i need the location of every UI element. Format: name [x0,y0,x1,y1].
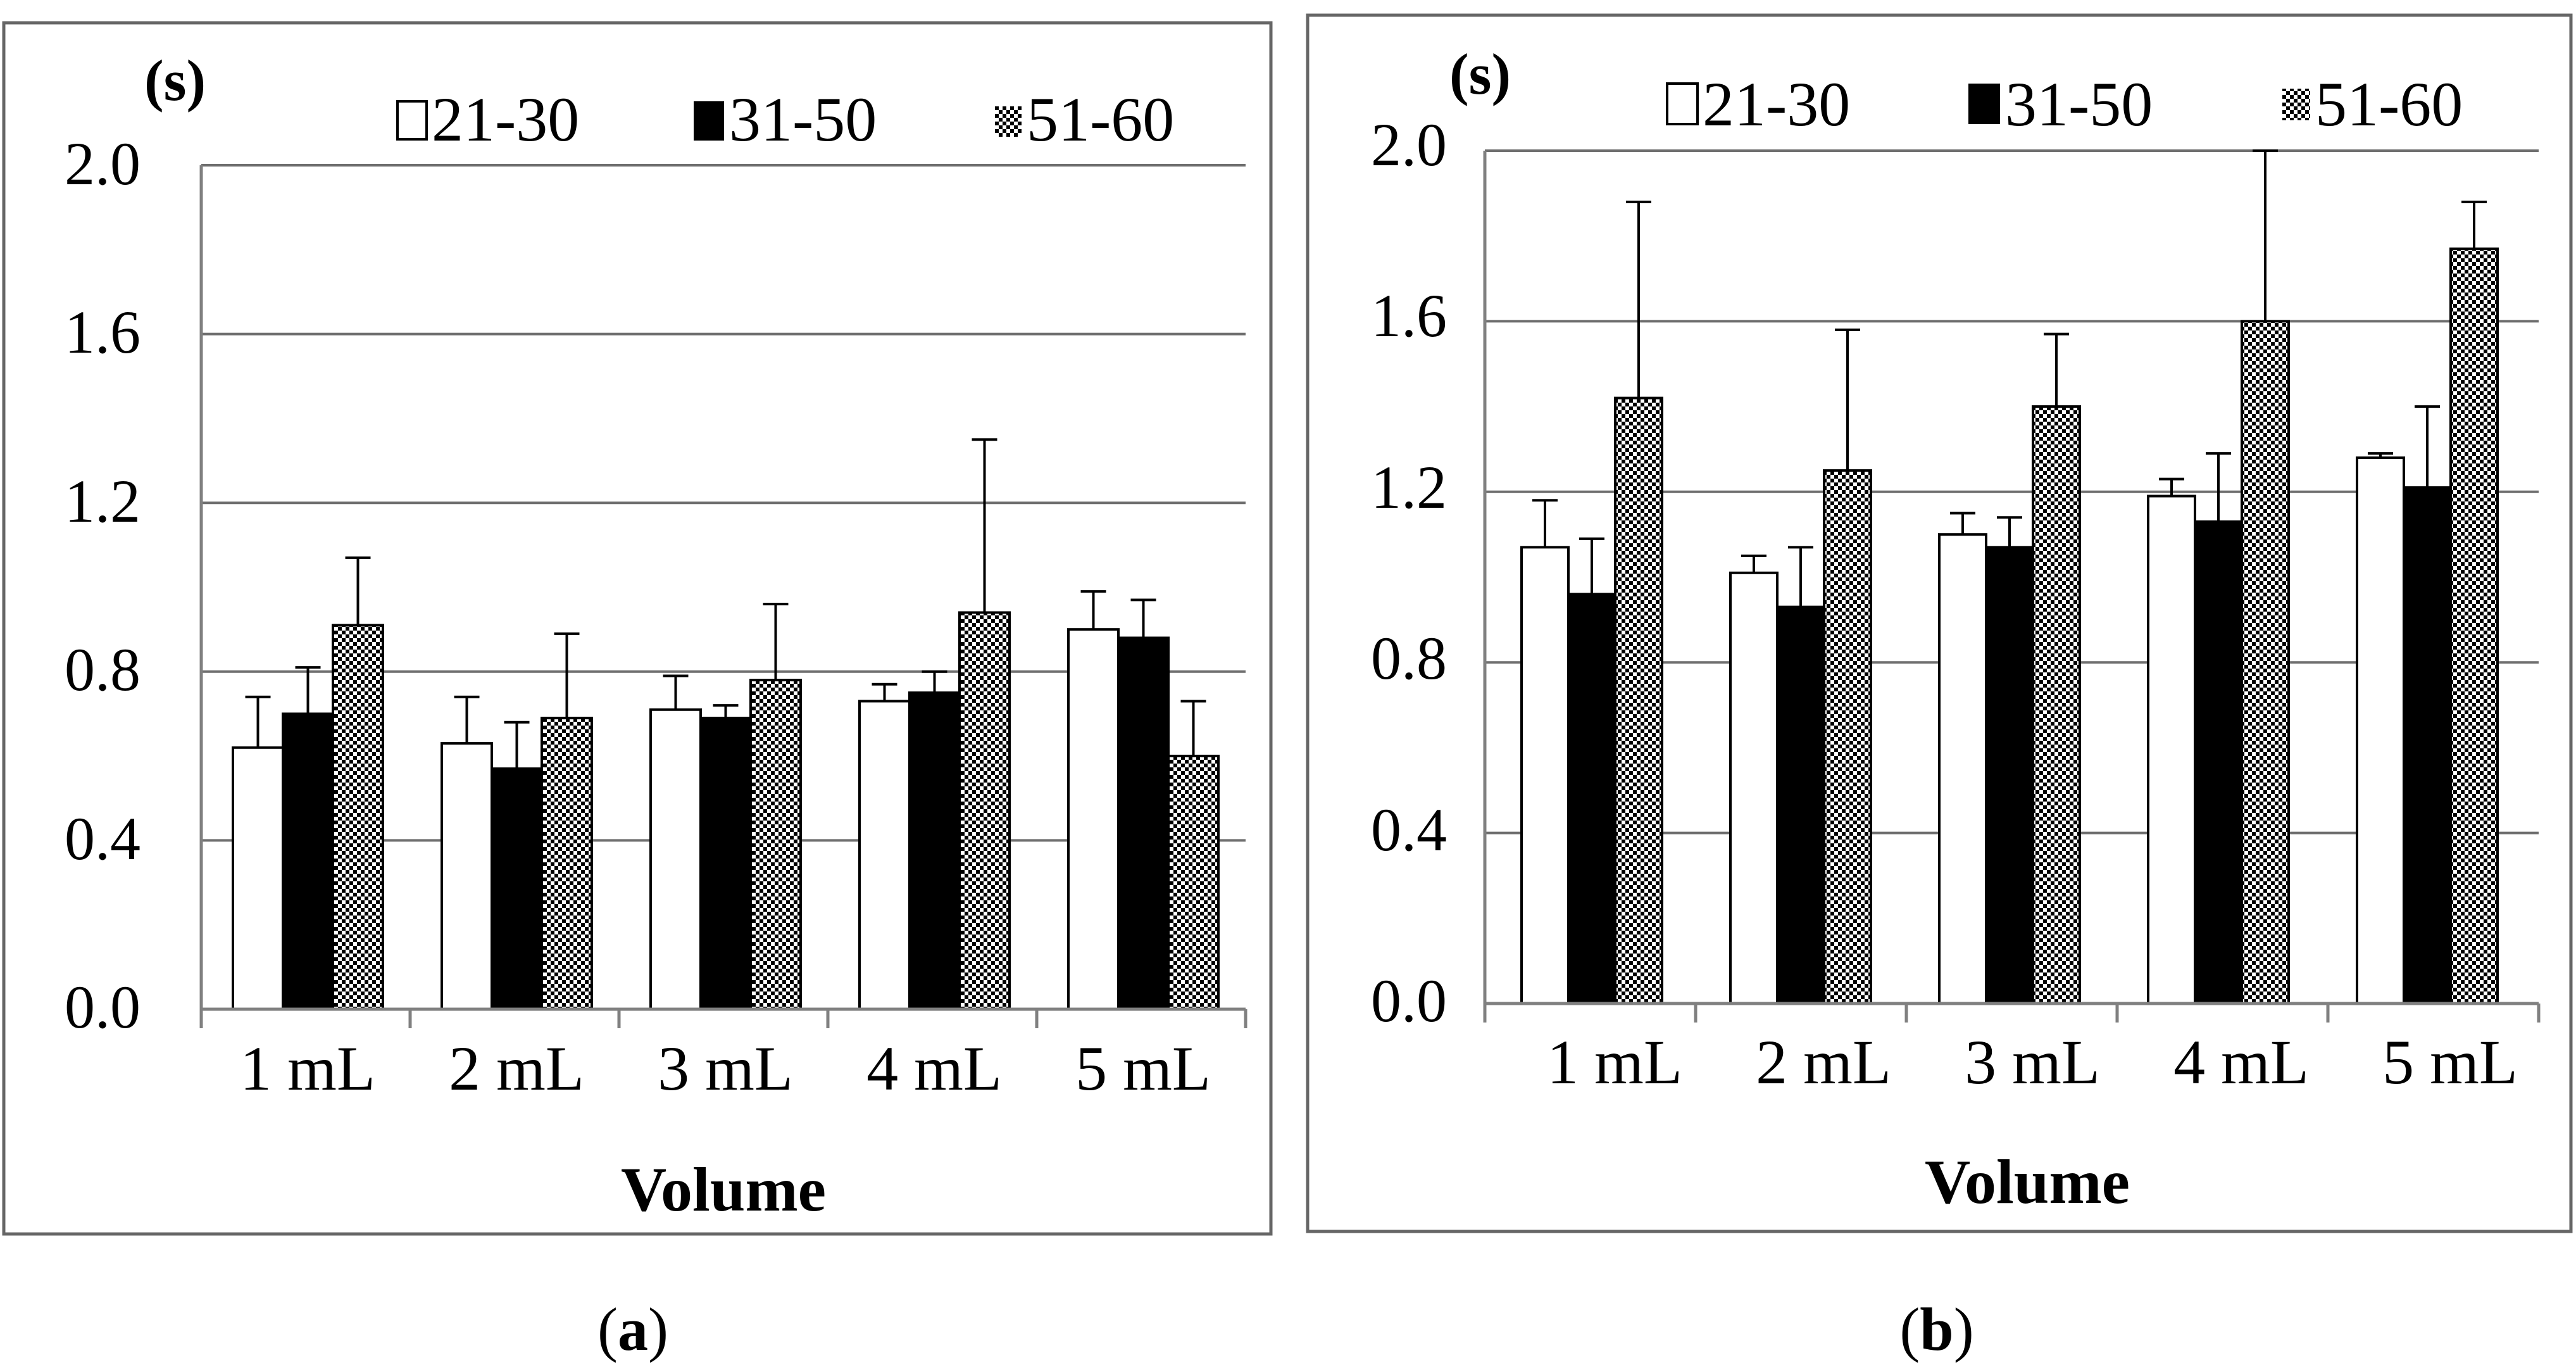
x-tick-label: 1 mL [1547,1027,1682,1097]
bar-21-30 [1729,571,1779,1005]
y-tick-label: 0.8 [65,636,141,703]
y-tick-label: 0.0 [1371,967,1447,1035]
x-tick-label: 4 mL [866,1033,1002,1104]
y-tick-label: 1.6 [1371,282,1447,349]
bar-21-30 [1938,533,1987,1005]
legend-label-51-60: 51-60 [1027,84,1174,154]
panel-frame [1306,13,2573,1233]
panel-label-b: (b) [1899,1295,1973,1363]
legend-item-31-50: 31-50 [1968,69,2153,139]
legend-item-21-30: 21-30 [396,84,579,154]
bar-31-50 [1567,593,1616,1005]
bar-51-60 [1614,396,1663,1005]
bar-51-60 [958,611,1011,1010]
legend-label-31-50: 31-50 [2005,69,2153,139]
bar-21-30 [1520,546,1570,1005]
y-tick-label: 1.2 [1371,453,1447,521]
y-unit-label: (s) [1449,42,1511,106]
bar-51-60 [2449,247,2499,1005]
bar-51-60 [541,717,593,1010]
bar-51-60 [2241,320,2290,1005]
axes [199,165,1247,1028]
bar-21-30 [2147,494,2196,1005]
legend-label-21-30: 21-30 [1703,69,1850,139]
x-tick-label: 3 mL [658,1033,793,1104]
y-tick-labels: 0.0 0.4 0.8 1.2 1.6 2.0 [65,130,141,1041]
bar-21-30 [232,746,284,1011]
y-tick-label: 0.4 [1371,796,1447,864]
bar-21-30 [1067,628,1120,1010]
legend-swatch-51-60 [995,106,1022,137]
x-tick-label: 3 mL [1965,1027,2100,1097]
bars [1520,149,2499,1005]
legend-swatch-21-30 [396,100,428,141]
bar-31-50 [699,717,752,1010]
bar-31-50 [282,712,334,1010]
y-tick-label: 0.0 [65,973,141,1041]
legend: 21-30 31-50 51-60 [396,84,1174,154]
bar-21-30 [858,700,911,1010]
y-tick-label: 0.4 [65,805,141,872]
legend-item-51-60: 51-60 [2282,69,2463,139]
legend-item-31-50: 31-50 [694,84,877,154]
bar-21-30 [649,708,702,1011]
bar-51-60 [1167,755,1220,1010]
chart-panel-a: (s) 21-30 31-50 51-60 0.0 0.4 0.8 1.2 1.… [2,21,1273,1236]
x-axis-title: Volume [1925,1147,2130,1217]
legend-item-21-30: 21-30 [1666,69,1850,139]
x-tick-label: 2 mL [1756,1027,1891,1097]
bar-31-50 [491,767,543,1010]
x-tick-label: 5 mL [1075,1033,1211,1104]
legend-item-51-60: 51-60 [995,84,1174,154]
legend-label-51-60: 51-60 [2315,69,2463,139]
chart-panel-b: (s) 21-30 31-50 51-60 0.0 0.4 0.8 1.2 1.… [1306,13,2573,1233]
panel-letter-a: a [618,1295,648,1363]
bar-31-50 [1117,636,1170,1010]
x-tick-label: 1 mL [240,1033,375,1104]
y-tick-label: 2.0 [1371,111,1447,179]
legend-swatch-31-50 [1968,84,2000,124]
legend-label-21-30: 21-30 [432,84,579,154]
bar-51-60 [749,679,802,1010]
axes [1483,151,2541,1023]
legend-swatch-51-60 [2282,89,2310,120]
bar-21-30 [441,742,493,1010]
bars [232,438,1220,1011]
y-tick-label: 2.0 [65,130,141,198]
legend-label-31-50: 31-50 [729,84,877,154]
bar-31-50 [908,691,961,1010]
bar-51-60 [1823,469,1872,1005]
bar-51-60 [2032,405,2081,1005]
x-tick-labels: 1 mL 2 mL 3 mL 4 mL 5 mL [240,1033,1211,1104]
x-tick-label: 5 mL [2382,1027,2518,1097]
x-axis-title: Volume [621,1154,826,1224]
bar-31-50 [1776,605,1825,1005]
y-tick-labels: 0.0 0.4 0.8 1.2 1.6 2.0 [1371,111,1447,1035]
y-tick-label: 1.2 [65,467,141,535]
bar-31-50 [2403,486,2452,1005]
legend-swatch-31-50 [694,101,724,141]
y-tick-label: 0.8 [1371,624,1447,692]
panel-letter-b: b [1920,1295,1953,1363]
bar-31-50 [1985,546,2034,1005]
panel-label-a: (a) [597,1295,668,1363]
y-tick-label: 1.6 [65,298,141,366]
x-tick-labels: 1 mL 2 mL 3 mL 4 mL 5 mL [1547,1027,2518,1097]
bar-21-30 [2356,456,2405,1005]
legend-swatch-21-30 [1666,82,1699,125]
panel-frame [2,21,1273,1236]
bar-51-60 [332,624,384,1010]
y-unit-label: (s) [144,48,206,113]
bar-31-50 [2194,520,2243,1005]
legend: 21-30 31-50 51-60 [1666,69,2463,139]
x-tick-label: 2 mL [449,1033,584,1104]
x-tick-label: 4 mL [2173,1027,2309,1097]
